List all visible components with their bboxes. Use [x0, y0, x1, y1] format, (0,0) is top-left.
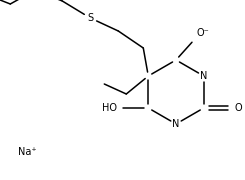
Text: N: N: [200, 71, 208, 81]
Text: O⁻: O⁻: [196, 28, 209, 38]
Text: S: S: [87, 13, 93, 23]
Text: N: N: [172, 119, 180, 129]
Text: Na⁺: Na⁺: [18, 147, 37, 157]
Text: O: O: [235, 103, 242, 113]
Text: HO: HO: [102, 103, 117, 113]
